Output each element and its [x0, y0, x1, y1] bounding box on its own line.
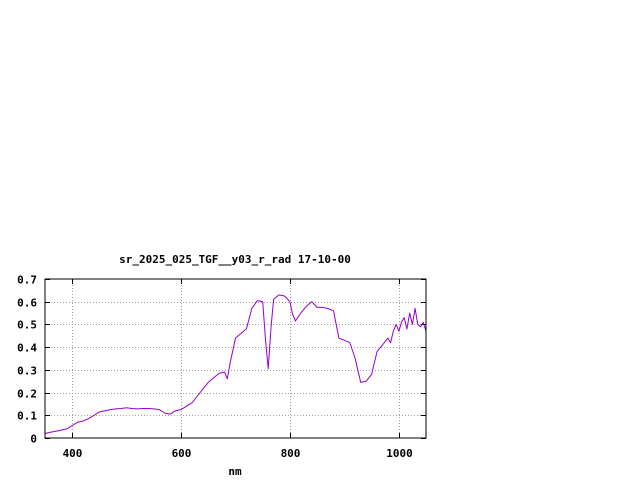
- y-tick-label: 0.2: [17, 388, 37, 401]
- chart-title: sr_2025_025_TGF__y03_r_rad 17-10-00: [119, 253, 351, 266]
- y-tick-label: 0.3: [17, 365, 37, 378]
- series-layer: [44, 294, 427, 434]
- x-axis-label: nm: [228, 465, 242, 478]
- x-tick-label: 600: [172, 447, 192, 460]
- x-tick-label: 800: [281, 447, 301, 460]
- tick-label-layer: 400 600 800 1000 0 0.1 0.2 0.3 0.4 0.5 0.6 0.7: [17, 274, 413, 461]
- plot-frame: [44, 278, 427, 439]
- series-line: [44, 294, 427, 434]
- y-tick-label: 0.7: [17, 274, 37, 287]
- x-tick-label: 1000: [386, 447, 413, 460]
- y-tick-label: 0.4: [17, 342, 37, 355]
- y-tick-label: 0.5: [17, 319, 37, 332]
- x-tick-label: 400: [63, 447, 83, 460]
- y-tick-label: 0: [30, 433, 37, 446]
- y-tick-label: 0.1: [17, 410, 37, 423]
- grid-layer: [45, 279, 426, 438]
- y-tick-label: 0.6: [17, 297, 37, 310]
